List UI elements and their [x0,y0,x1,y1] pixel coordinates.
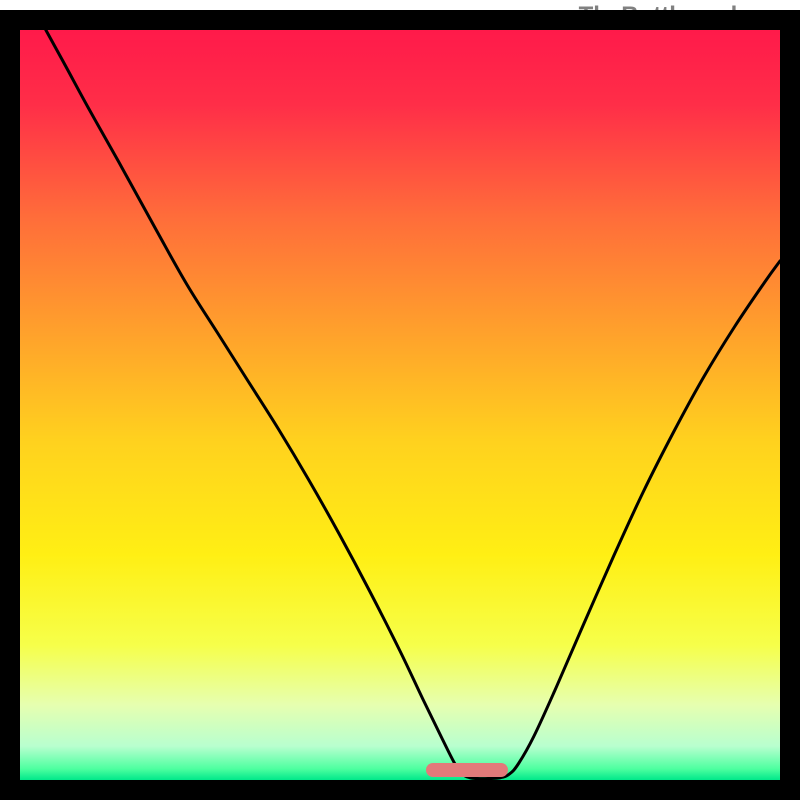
plot-area [20,30,780,780]
bottleneck-curve-path [46,30,780,779]
optimal-zone-marker [426,763,508,777]
chart-root: TheBottleneck.com [0,0,800,800]
curve-svg [20,30,780,780]
